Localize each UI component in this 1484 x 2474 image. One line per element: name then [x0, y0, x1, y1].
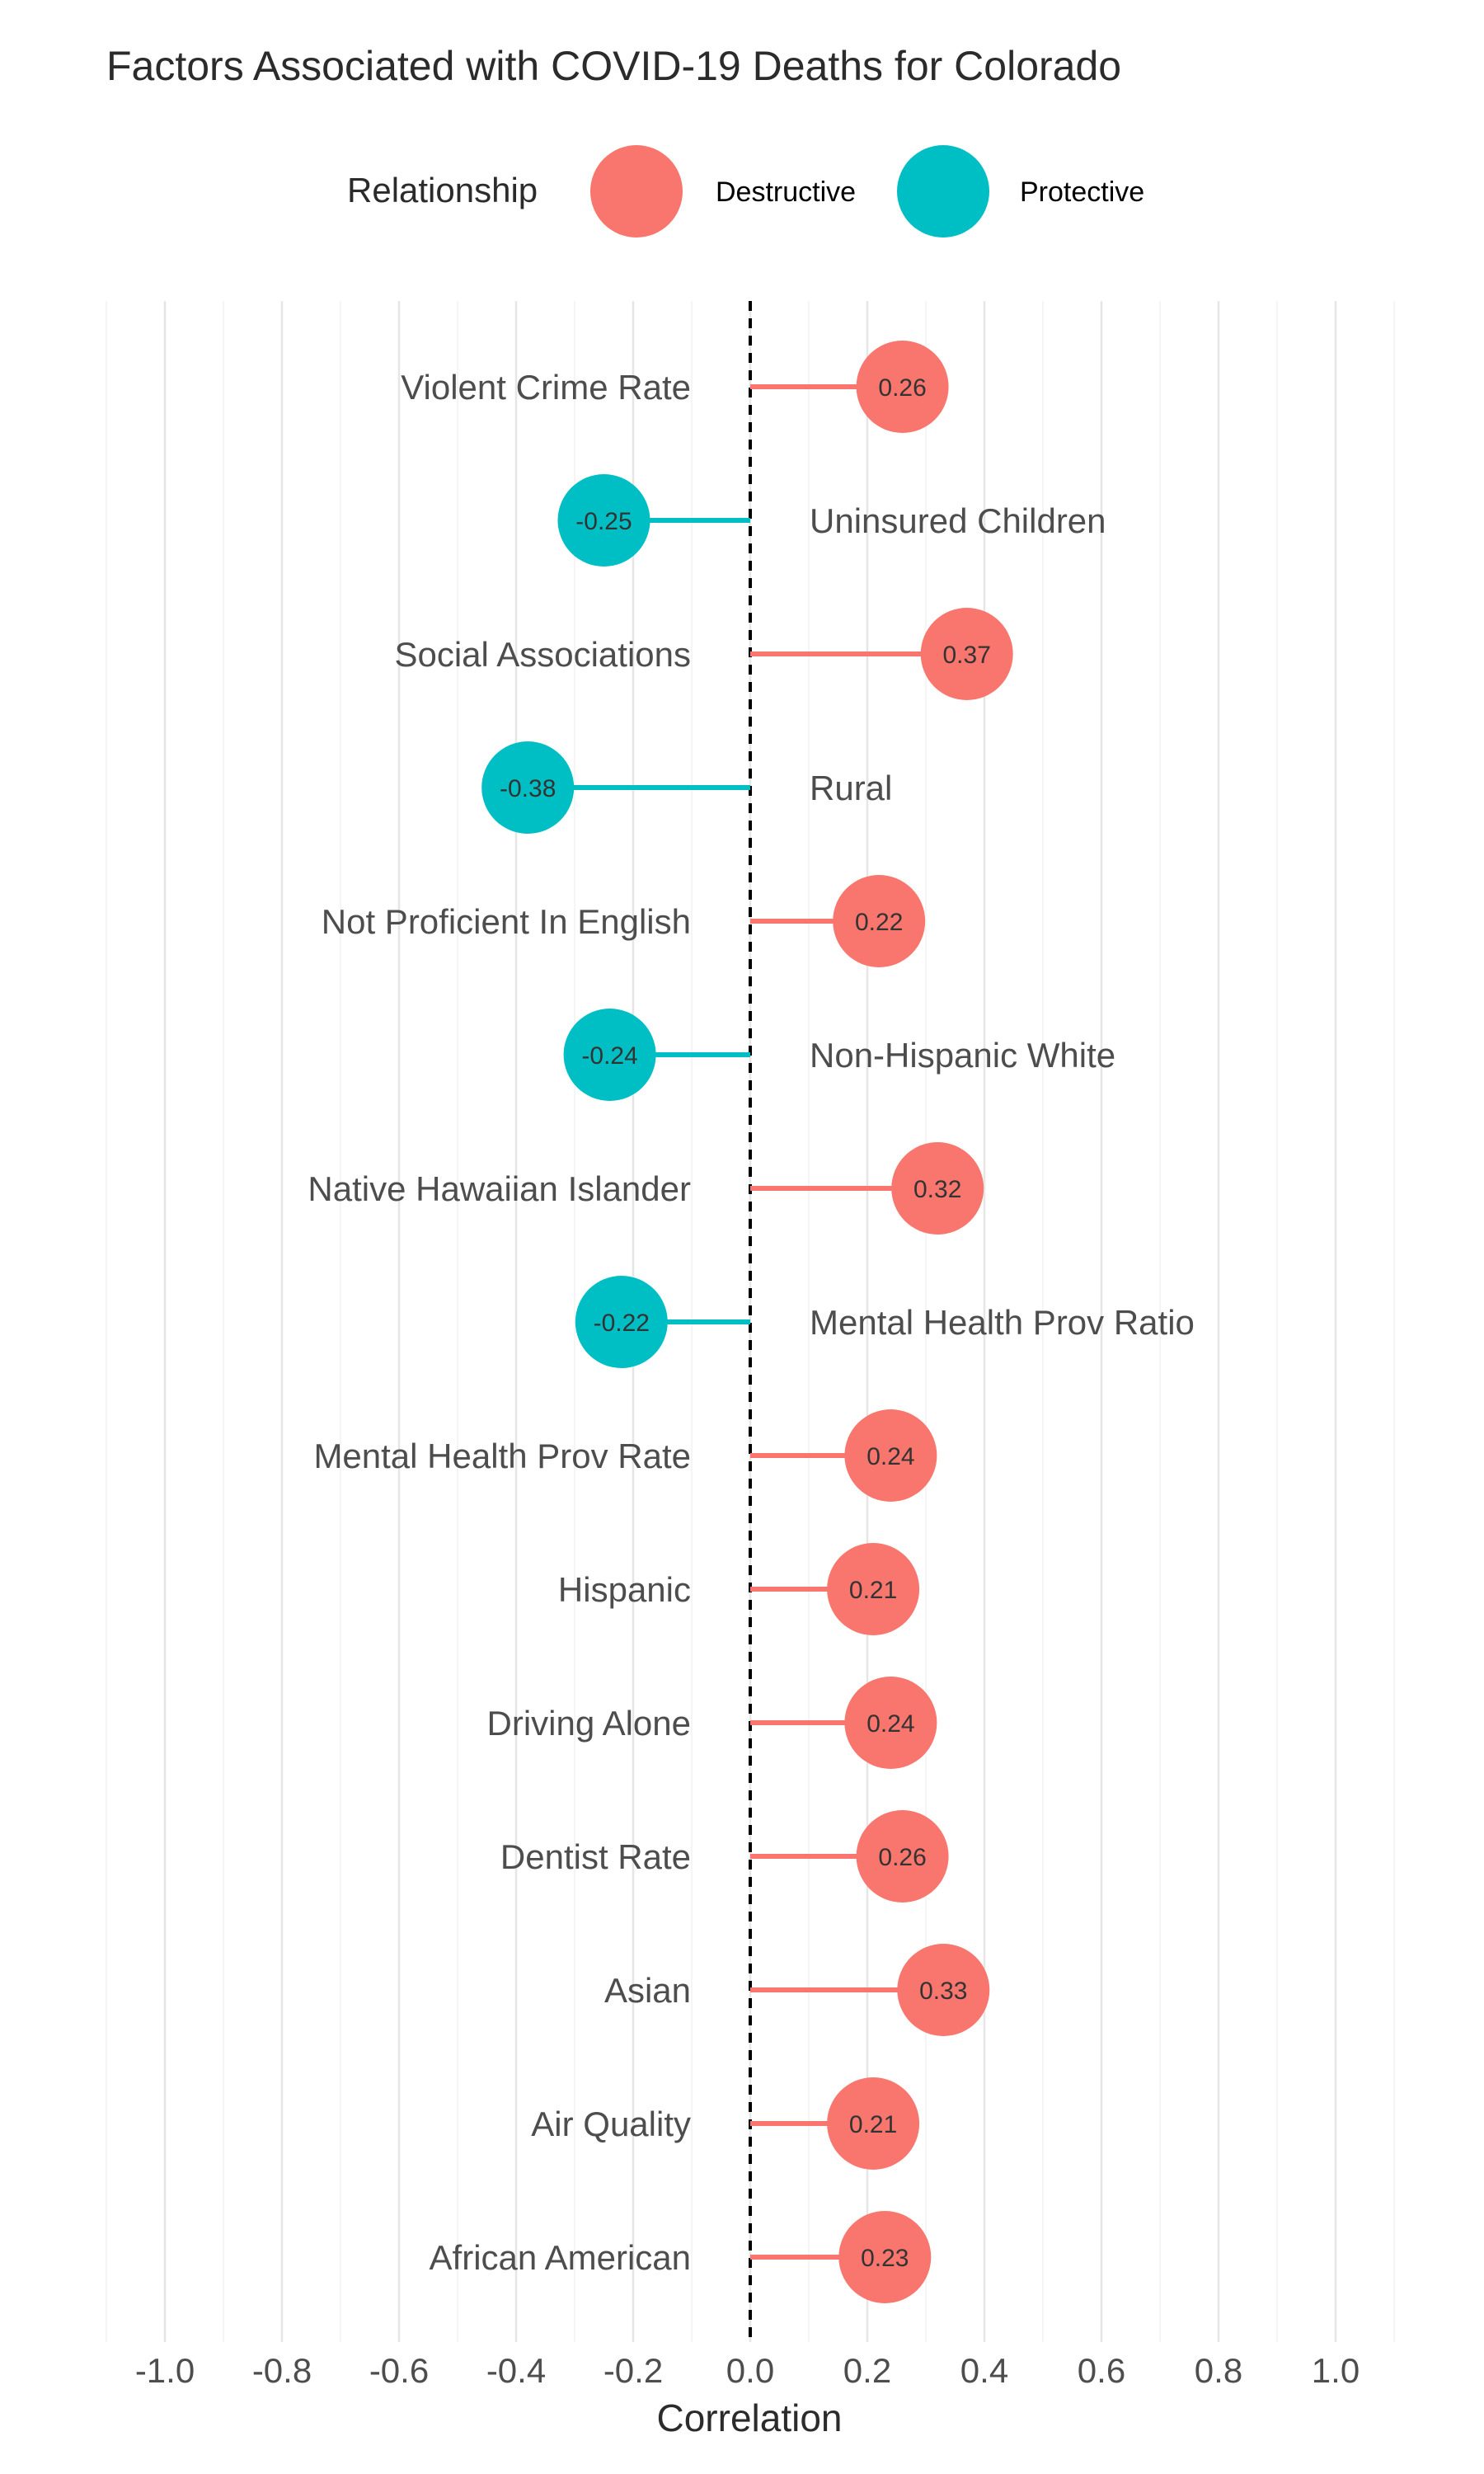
point: [575, 1276, 668, 1368]
x-tick-label: 0.2: [843, 2351, 891, 2390]
x-tick-label: 0.4: [960, 2351, 1008, 2390]
category-label: Uninsured Children: [810, 501, 1106, 540]
value-label: -0.38: [500, 775, 556, 802]
value-label: 0.21: [849, 1577, 897, 1604]
category-label: Violent Crime Rate: [401, 368, 691, 407]
point: [897, 1944, 990, 2036]
category-labels: Violent Crime Rate Uninsured Children Soci…: [308, 368, 1194, 2277]
x-axis-ticks: -1.0 -0.8 -0.6 -0.4 -0.2 0.0 0.2 0.4 0.6 0.8 1.0: [135, 2351, 1360, 2390]
points: 0.26 -0.25 0.37 -0.38 0.22 -0.24 0.32 -0.22 0.24…: [481, 341, 1013, 2303]
category-label: Mental Health Prov Ratio: [810, 1303, 1195, 1342]
legend-title: Relationship: [347, 171, 538, 209]
value-label: 0.22: [855, 909, 903, 936]
category-label: Asian: [604, 1971, 691, 2010]
category-label: Non-Hispanic White: [810, 1036, 1115, 1075]
x-tick-label: 0.6: [1078, 2351, 1125, 2390]
point: [838, 2211, 932, 2303]
value-label: 0.26: [878, 1844, 926, 1871]
category-label: Dentist Rate: [500, 1837, 691, 1876]
x-tick-label: 1.0: [1312, 2351, 1360, 2390]
value-label: 0.37: [943, 642, 991, 669]
category-label: Mental Health Prov Rate: [313, 1437, 691, 1475]
category-label: Social Associations: [394, 635, 691, 674]
category-label: Driving Alone: [487, 1704, 691, 1743]
category-label: Hispanic: [558, 1570, 691, 1609]
legend-swatch-destructive: [590, 145, 683, 238]
x-tick-label: -0.4: [486, 2351, 546, 2390]
x-tick-label: -1.0: [135, 2351, 195, 2390]
category-label: Air Quality: [531, 2105, 691, 2143]
chart-title: Factors Associated with COVID-19 Deaths …: [106, 43, 1121, 89]
legend-label-protective: Protective: [1020, 176, 1144, 208]
point: [827, 2077, 920, 2170]
point: [557, 474, 650, 567]
value-label: -0.24: [581, 1042, 637, 1070]
x-tick-label: 0.8: [1195, 2351, 1242, 2390]
point: [856, 341, 949, 433]
point: [833, 875, 926, 967]
legend-swatch-protective: [897, 145, 989, 238]
point: [856, 1810, 949, 1903]
legend-entries: Destructive Protective: [590, 145, 1144, 238]
x-tick-label: 0.0: [726, 2351, 774, 2390]
point: [481, 741, 575, 834]
value-label: 0.32: [913, 1176, 961, 1203]
legend-label-destructive: Destructive: [716, 176, 856, 208]
value-label: 0.26: [878, 374, 926, 402]
category-label: Native Hawaiian Islander: [308, 1169, 691, 1208]
point: [844, 1409, 937, 1502]
point: [563, 1009, 656, 1101]
x-tick-label: -0.2: [603, 2351, 663, 2390]
category-label: African American: [430, 2238, 691, 2277]
category-label: Rural: [810, 769, 892, 807]
value-label: -0.25: [575, 508, 632, 535]
value-label: 0.23: [861, 2245, 909, 2272]
grid-lines: [106, 301, 1395, 2342]
point: [920, 608, 1013, 700]
x-axis-title: Correlation: [657, 2396, 843, 2439]
x-tick-label: -0.8: [252, 2351, 312, 2390]
point: [827, 1543, 920, 1635]
value-label: 0.33: [919, 1978, 967, 2005]
x-tick-label: -0.6: [369, 2351, 429, 2390]
value-label: 0.24: [866, 1443, 914, 1470]
value-label: 0.24: [866, 1710, 914, 1738]
point: [844, 1677, 937, 1769]
value-label: -0.22: [594, 1310, 650, 1337]
point: [891, 1142, 984, 1235]
category-label: Not Proficient In English: [322, 902, 691, 941]
value-label: 0.21: [849, 2111, 897, 2138]
legend: Relationship Destructive Protective: [347, 145, 1144, 238]
